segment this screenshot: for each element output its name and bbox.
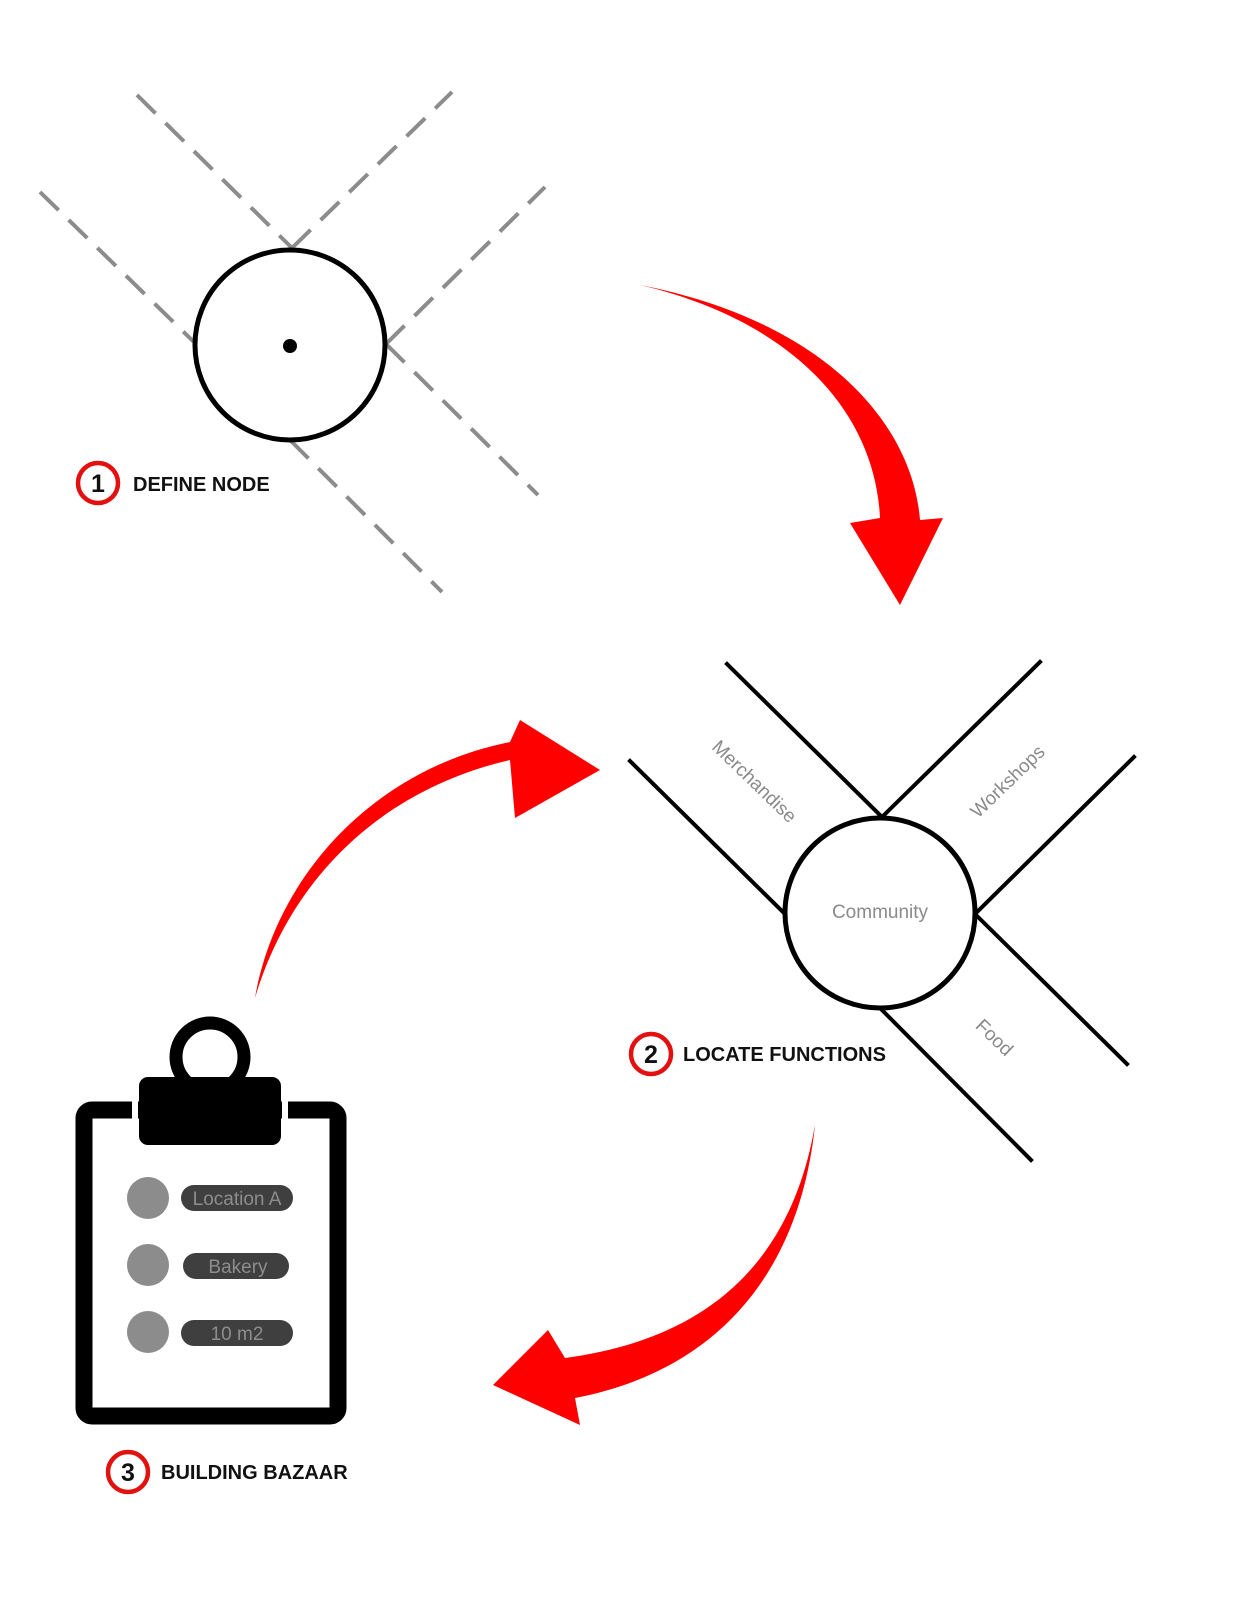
item-text: Bakery	[208, 1257, 268, 1278]
clipboard-clip-gap	[132, 1100, 138, 1120]
bullet-icon	[127, 1177, 169, 1219]
step-number-ring	[628, 1031, 674, 1077]
street-line	[879, 659, 1043, 820]
dashed-line	[384, 342, 540, 497]
step-1-define-node: 1 DEFINE NODE	[38, 90, 547, 594]
dashed-line	[135, 93, 294, 250]
step-number: 2	[644, 1041, 658, 1069]
bullet-icon	[127, 1244, 169, 1286]
item-pill	[181, 1185, 293, 1211]
dashed-line	[38, 190, 198, 346]
dashed-line	[384, 185, 547, 346]
street-label-workshops: Workshops	[967, 742, 1050, 823]
clipboard-item: Location A	[127, 1177, 293, 1219]
street-line	[627, 758, 788, 917]
step-number-ring	[75, 460, 121, 506]
step-label: DEFINE NODE	[133, 474, 270, 496]
step-number-ring	[105, 1449, 151, 1495]
dashed-street-lines	[38, 90, 547, 594]
curved-arrow-icon	[255, 720, 600, 998]
street-label-merchandise: Merchandise	[707, 737, 800, 828]
community-label: Community	[832, 902, 929, 923]
step-2-locate-functions: Community Merchandise Workshops Food 2 L…	[627, 659, 1137, 1163]
street-lines	[627, 659, 1137, 1163]
item-text: 10 m2	[211, 1324, 264, 1345]
step-number: 3	[121, 1459, 135, 1487]
item-pill	[181, 1320, 293, 1346]
step-3-building-bazaar: 3 BUILDING BAZAAR	[105, 1449, 348, 1495]
item-pill	[183, 1253, 289, 1279]
bullet-icon	[127, 1311, 169, 1353]
step-3-badge: 3	[105, 1449, 151, 1495]
curved-arrow-icon	[493, 1125, 815, 1425]
street-line	[877, 1005, 1034, 1163]
community-node-circle	[782, 815, 978, 1011]
street-line	[972, 911, 1130, 1067]
step-1-badge: 1	[75, 460, 121, 506]
item-text: Location A	[193, 1189, 282, 1210]
step-label: BUILDING BAZAAR	[161, 1462, 348, 1484]
clipboard-item: 10 m2	[127, 1311, 293, 1353]
street-label-food: Food	[971, 1015, 1017, 1060]
curved-arrow-icon	[640, 285, 943, 605]
dashed-line	[288, 438, 444, 594]
step-label: LOCATE FUNCTIONS	[683, 1044, 886, 1066]
street-line	[724, 661, 885, 820]
street-line	[972, 754, 1137, 917]
clipboard-icon: Location A Bakery 10 m2	[75, 1016, 347, 1425]
node-center-dot	[283, 339, 297, 353]
clipboard-item: Bakery	[127, 1244, 289, 1286]
step-number: 1	[91, 470, 105, 498]
clipboard-clip	[139, 1077, 281, 1145]
step-2-badge: 2	[628, 1031, 674, 1077]
clipboard-clip-gap	[282, 1100, 288, 1120]
dashed-line	[290, 90, 454, 250]
